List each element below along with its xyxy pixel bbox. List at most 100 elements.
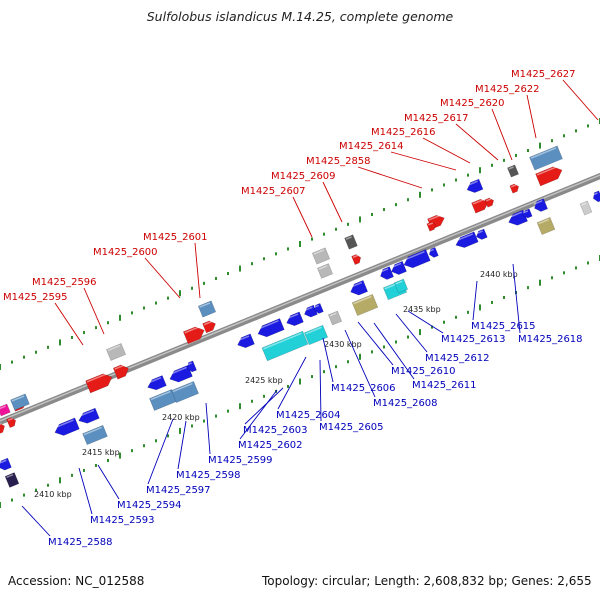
- gene-shape: [10, 393, 30, 411]
- track-dot: [551, 276, 553, 280]
- forward-gene-label: M1425_2601: [143, 232, 208, 243]
- track-dot: [455, 315, 457, 319]
- track-dot: [71, 473, 73, 477]
- track-dot: [83, 468, 85, 472]
- gene-gloss: [0, 422, 2, 427]
- track-dot: [347, 360, 349, 364]
- gene-forward: [535, 165, 563, 187]
- reverse-label-leader: [97, 464, 120, 500]
- forward-gene-label: M1425_2607: [241, 186, 306, 197]
- reverse-gene-label: M1425_2612: [425, 353, 490, 364]
- track-dot: [431, 188, 433, 192]
- gene-gloss: [533, 200, 543, 205]
- gene-shape: [350, 280, 369, 296]
- forward-gene-label: M1425_2620: [440, 98, 505, 109]
- gene-reverse: [171, 381, 199, 403]
- track-dot: [107, 459, 109, 463]
- track-dot: [155, 439, 157, 443]
- gene-gloss: [53, 419, 74, 429]
- gene-gloss: [329, 312, 337, 317]
- gene-reverse: [454, 231, 479, 248]
- track-dot: [359, 216, 361, 223]
- gene-shape: [466, 178, 484, 193]
- track-dot: [383, 208, 385, 212]
- gene-gloss: [313, 304, 319, 309]
- track-dot: [23, 493, 25, 497]
- gene-shape: [54, 417, 80, 436]
- track-dot: [59, 477, 61, 484]
- gene-gloss: [114, 364, 126, 370]
- gene-shape: [303, 324, 329, 346]
- track-dot: [371, 212, 373, 216]
- reverse-label-leader: [21, 505, 51, 537]
- gene-gloss: [349, 281, 363, 289]
- gene-reverse: [82, 424, 108, 446]
- reverse-gene-label: M1425_2598: [176, 470, 241, 481]
- track-dot: [551, 139, 553, 143]
- track-dot: [95, 463, 97, 467]
- reverse-gene-label: M1425_2604: [276, 410, 341, 421]
- forward-label-leader: [194, 242, 201, 299]
- forward-label-leader: [491, 108, 513, 161]
- gene-forward: [344, 234, 358, 250]
- gene-gloss: [428, 214, 442, 221]
- gene-reverse: [349, 280, 369, 296]
- track-dot: [215, 276, 217, 280]
- reverse-label-leader: [177, 420, 187, 470]
- reverse-gene-label: M1425_2611: [412, 380, 477, 391]
- track-dot: [0, 364, 1, 370]
- gene-gloss: [107, 344, 121, 352]
- gene-shape: [476, 228, 488, 240]
- map-title: Sulfolobus islandicus M.14.25, complete …: [146, 9, 454, 24]
- gene-reverse: [186, 360, 197, 373]
- gene-shape: [536, 217, 556, 235]
- gene-reverse: [303, 304, 318, 318]
- gene-reverse: [168, 364, 193, 383]
- forward-gene-label: M1425_2614: [339, 141, 404, 152]
- forward-gene-label: M1425_2858: [306, 156, 371, 167]
- track-dot: [239, 265, 241, 272]
- gene-gloss: [77, 409, 95, 418]
- track-dot: [35, 350, 37, 354]
- gene-shape: [507, 164, 519, 178]
- reverse-gene-label: M1425_2615: [471, 321, 536, 332]
- gene-forward: [507, 164, 519, 178]
- gene-gloss: [581, 202, 587, 206]
- gene-forward: [317, 263, 333, 279]
- gene-gloss: [285, 313, 299, 320]
- forward-label-leader: [390, 151, 457, 171]
- gene-reverse: [592, 190, 600, 203]
- track-dot: [0, 502, 1, 508]
- forward-label-leader: [54, 302, 84, 346]
- track-dot: [299, 378, 301, 385]
- track-dot: [287, 247, 289, 251]
- gene-shape: [85, 373, 113, 394]
- gene-reverse: [77, 407, 100, 424]
- track-dot: [191, 286, 193, 290]
- gene-labels: M1425_2595 M1425_2596 M1425_2600 M1425_2601…: [3, 69, 599, 548]
- gene-shape: [311, 247, 331, 265]
- gene-reverse: [303, 324, 329, 346]
- track-dot: [455, 178, 457, 182]
- gene-gloss: [466, 180, 478, 187]
- track-dot: [59, 339, 61, 346]
- gene-reverse: [4, 472, 20, 488]
- reverse-gene-label: M1425_2597: [146, 485, 211, 496]
- gene-shape: [4, 472, 20, 488]
- gene-gloss: [263, 332, 302, 350]
- accession-text: Accession: NC_012588: [8, 574, 145, 588]
- gene-shape: [202, 320, 216, 334]
- gene-gloss: [485, 198, 492, 202]
- track-dot: [143, 306, 145, 310]
- track-dot: [215, 414, 217, 418]
- track-dot: [47, 483, 49, 487]
- forward-label-leader: [422, 137, 471, 164]
- reverse-gene-label: M1425_2594: [117, 500, 182, 511]
- track-dot: [95, 326, 97, 330]
- forward-gene-label: M1425_2616: [371, 127, 436, 138]
- gene-shape: [257, 318, 285, 338]
- gene-forward: [484, 197, 494, 208]
- track-dot: [443, 320, 445, 324]
- gene-forward: [85, 372, 113, 394]
- gene-shape: [304, 304, 318, 318]
